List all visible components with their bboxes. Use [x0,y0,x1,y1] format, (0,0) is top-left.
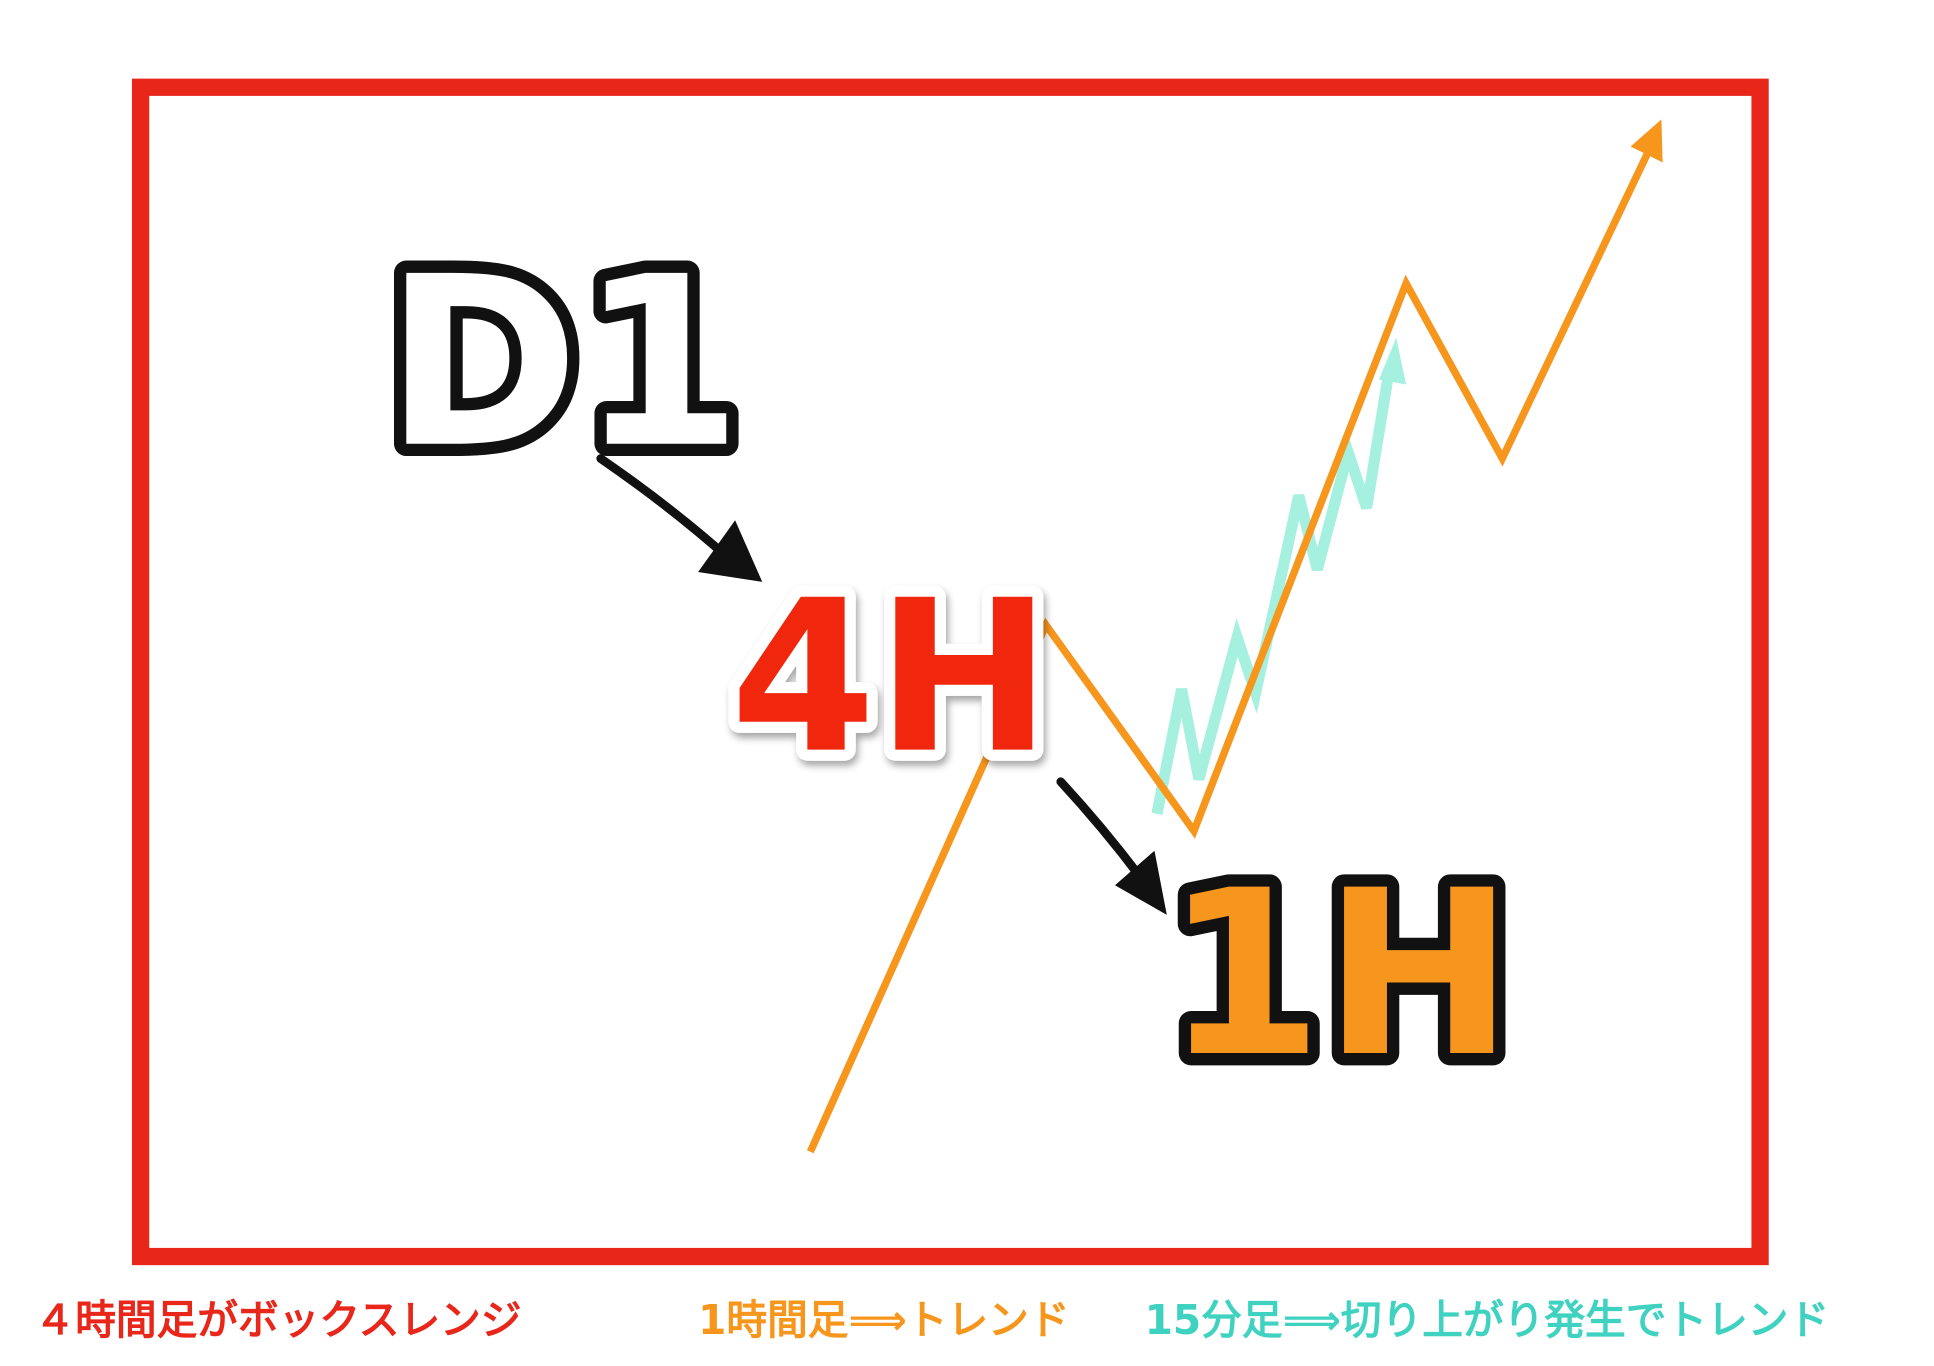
h1-arrowhead [1630,119,1663,163]
m15-arrowhead [1378,337,1407,385]
caption-4h: ４時間足がボックスレンジ [35,1296,522,1344]
label-4h: 4H [730,556,1051,800]
label-d1: D1 [385,227,743,500]
m15-line [1151,371,1395,815]
caption-1h: 1時間足⟹トレンド [698,1296,1069,1344]
arrow-d1-4h-head [698,520,763,582]
h1-line [806,151,1652,1154]
arrow-4h-1h-head [1115,850,1167,915]
caption-15m: 15分足⟹切り上がり発生でトレンド [1145,1296,1830,1344]
box-frame [131,78,1769,1266]
label-1h: 1H [1164,841,1514,1107]
arrow-4h-1h [1056,777,1146,883]
